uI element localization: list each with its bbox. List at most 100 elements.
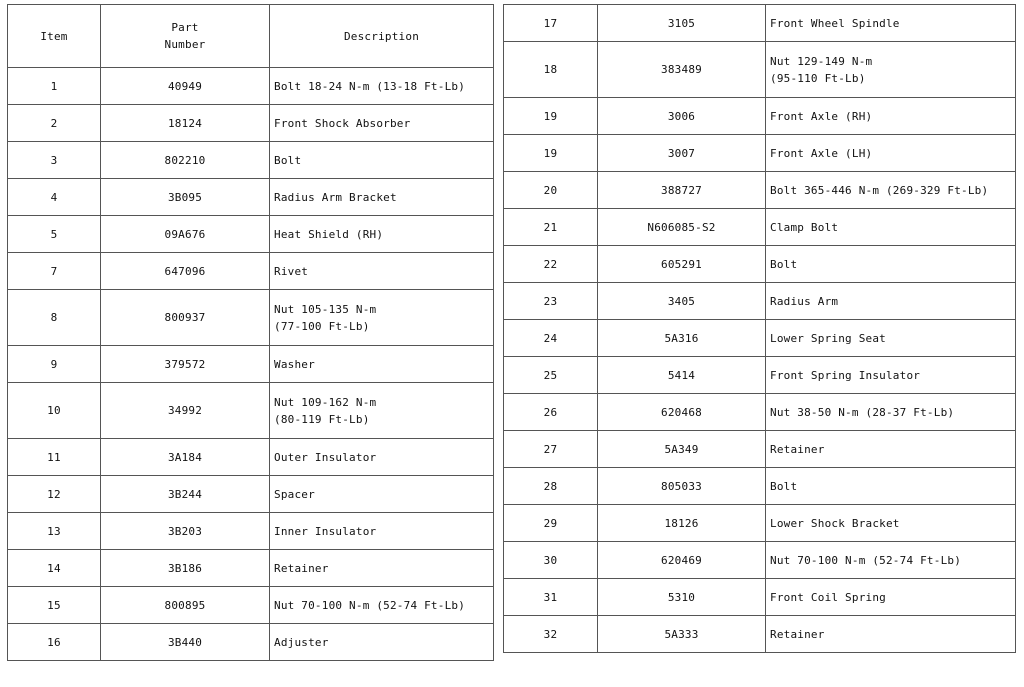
cell-description: Bolt (765, 467, 1016, 505)
table-row: 12 3B244 Spacer (7, 475, 494, 513)
cell-part-number: 388727 (597, 171, 766, 209)
cell-item-number: 31 (503, 578, 598, 616)
cell-description: Retainer (269, 549, 494, 587)
cell-part-number: 800895 (100, 586, 270, 624)
cell-item-number: 10 (7, 382, 101, 439)
table-row: 23 3405 Radius Arm (503, 282, 1016, 320)
cell-part-number: 3405 (597, 282, 766, 320)
cell-part-number: 383489 (597, 41, 766, 98)
cell-item-number: 4 (7, 178, 101, 216)
table-row: 26 620468 Nut 38-50 N-m (28-37 Ft-Lb) (503, 393, 1016, 431)
cell-item-number: 12 (7, 475, 101, 513)
column-header-description: Description (269, 4, 494, 68)
cell-description: Nut 105-135 N-m (77-100 Ft-Lb) (269, 289, 494, 346)
column-header-part-number: Part Number (100, 4, 270, 68)
table-row: 18 383489 Nut 129-149 N-m (95-110 Ft-Lb) (503, 41, 1016, 98)
cell-item-number: 19 (503, 134, 598, 172)
table-row: 16 3B440 Adjuster (7, 623, 494, 661)
cell-description: Nut 129-149 N-m (95-110 Ft-Lb) (765, 41, 1016, 98)
table-row: 28 805033 Bolt (503, 467, 1016, 505)
cell-part-number: 3B095 (100, 178, 270, 216)
cell-description: Rivet (269, 252, 494, 290)
table-row: 10 34992 Nut 109-162 N-m (80-119 Ft-Lb) (7, 382, 494, 439)
table-row: 21 N606085-S2 Clamp Bolt (503, 208, 1016, 246)
table-row: 9 379572 Washer (7, 345, 494, 383)
cell-description: Outer Insulator (269, 438, 494, 476)
table-row: 20 388727 Bolt 365-446 N-m (269-329 Ft-Lb) (503, 171, 1016, 209)
cell-item-number: 9 (7, 345, 101, 383)
cell-part-number: 5A333 (597, 615, 766, 653)
cell-item-number: 29 (503, 504, 598, 542)
cell-description: Heat Shield (RH) (269, 215, 494, 253)
table-row: 19 3006 Front Axle (RH) (503, 97, 1016, 135)
cell-part-number: 3007 (597, 134, 766, 172)
cell-part-number: 40949 (100, 67, 270, 105)
parts-table-right: 17 3105 Front Wheel Spindle 18 383489 Nut 129… (503, 4, 1016, 653)
cell-description: Front Spring Insulator (765, 356, 1016, 394)
cell-part-number: 3B244 (100, 475, 270, 513)
cell-part-number: 3006 (597, 97, 766, 135)
cell-item-number: 16 (7, 623, 101, 661)
table-row: 3 802210 Bolt (7, 141, 494, 179)
cell-description: Nut 38-50 N-m (28-37 Ft-Lb) (765, 393, 1016, 431)
cell-part-number: 5310 (597, 578, 766, 616)
table-row: 24 5A316 Lower Spring Seat (503, 319, 1016, 357)
cell-item-number: 1 (7, 67, 101, 105)
cell-item-number: 11 (7, 438, 101, 476)
cell-description: Adjuster (269, 623, 494, 661)
cell-description: Front Shock Absorber (269, 104, 494, 142)
cell-item-number: 5 (7, 215, 101, 253)
cell-part-number: 3A184 (100, 438, 270, 476)
cell-part-number: 5A349 (597, 430, 766, 468)
cell-description: Bolt (269, 141, 494, 179)
cell-description: Clamp Bolt (765, 208, 1016, 246)
cell-description: Nut 109-162 N-m (80-119 Ft-Lb) (269, 382, 494, 439)
cell-part-number: 5A316 (597, 319, 766, 357)
cell-item-number: 32 (503, 615, 598, 653)
cell-item-number: 28 (503, 467, 598, 505)
cell-item-number: 14 (7, 549, 101, 587)
parts-table-left: Item Part Number Description 1 40949 Bolt … (7, 4, 494, 661)
cell-description: Radius Arm Bracket (269, 178, 494, 216)
cell-description: Nut 70-100 N-m (52-74 Ft-Lb) (765, 541, 1016, 579)
parts-table-left-body: 1 40949 Bolt 18-24 N-m (13-18 Ft-Lb) 2 18124… (7, 67, 494, 661)
cell-item-number: 17 (503, 4, 598, 42)
table-row: 22 605291 Bolt (503, 245, 1016, 283)
cell-part-number: 805033 (597, 467, 766, 505)
cell-item-number: 3 (7, 141, 101, 179)
cell-description: Bolt (765, 245, 1016, 283)
cell-part-number: 5414 (597, 356, 766, 394)
table-row: 30 620469 Nut 70-100 N-m (52-74 Ft-Lb) (503, 541, 1016, 579)
cell-item-number: 25 (503, 356, 598, 394)
cell-item-number: 20 (503, 171, 598, 209)
table-row: 31 5310 Front Coil Spring (503, 578, 1016, 616)
table-row: 17 3105 Front Wheel Spindle (503, 4, 1016, 42)
cell-item-number: 22 (503, 245, 598, 283)
cell-part-number: 620468 (597, 393, 766, 431)
cell-description: Bolt 18-24 N-m (13-18 Ft-Lb) (269, 67, 494, 105)
cell-part-number: 18124 (100, 104, 270, 142)
cell-description: Front Coil Spring (765, 578, 1016, 616)
cell-part-number: 605291 (597, 245, 766, 283)
cell-description: Radius Arm (765, 282, 1016, 320)
cell-item-number: 7 (7, 252, 101, 290)
cell-description: Retainer (765, 430, 1016, 468)
table-row: 14 3B186 Retainer (7, 549, 494, 587)
cell-item-number: 21 (503, 208, 598, 246)
table-row: 27 5A349 Retainer (503, 430, 1016, 468)
cell-item-number: 18 (503, 41, 598, 98)
cell-item-number: 8 (7, 289, 101, 346)
table-row: 25 5414 Front Spring Insulator (503, 356, 1016, 394)
cell-part-number: 800937 (100, 289, 270, 346)
parts-table-right-body: 17 3105 Front Wheel Spindle 18 383489 Nut 129… (503, 4, 1016, 653)
cell-part-number: 802210 (100, 141, 270, 179)
cell-description: Lower Spring Seat (765, 319, 1016, 357)
cell-description: Front Axle (LH) (765, 134, 1016, 172)
cell-description: Retainer (765, 615, 1016, 653)
cell-item-number: 19 (503, 97, 598, 135)
cell-item-number: 2 (7, 104, 101, 142)
cell-description: Inner Insulator (269, 512, 494, 550)
cell-description: Front Axle (RH) (765, 97, 1016, 135)
cell-description: Washer (269, 345, 494, 383)
